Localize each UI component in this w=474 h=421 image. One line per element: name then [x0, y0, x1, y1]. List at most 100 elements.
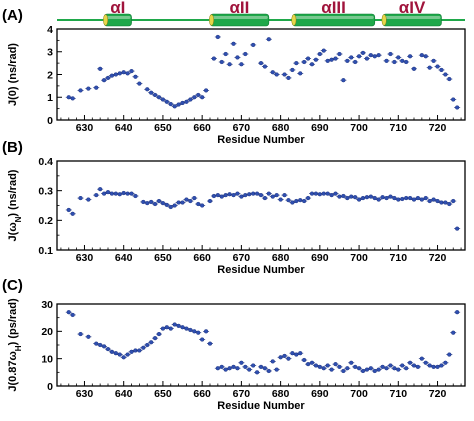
- data-marker: [341, 368, 346, 374]
- data-point: [159, 326, 166, 331]
- data-point: [289, 200, 296, 205]
- data-point: [207, 198, 213, 204]
- data-marker: [227, 366, 232, 371]
- data-point: [411, 66, 417, 71]
- data-point: [69, 312, 76, 318]
- data-marker: [360, 195, 366, 201]
- data-point: [265, 191, 272, 196]
- data-marker: [86, 334, 91, 339]
- data-point: [85, 86, 92, 91]
- data-marker: [266, 191, 271, 196]
- data-point: [183, 197, 190, 202]
- data-point: [93, 193, 100, 198]
- data-point: [367, 366, 374, 371]
- data-point: [171, 322, 178, 327]
- panel-b: (B) 630 640 650 660 670 680 690 700 710 720 0.1 0.2…: [2, 139, 466, 276]
- data-point: [422, 195, 429, 201]
- data-point: [344, 195, 351, 201]
- data-point: [101, 344, 108, 349]
- data-marker: [392, 366, 397, 371]
- data-marker: [239, 62, 244, 67]
- data-marker: [321, 48, 326, 53]
- data-marker: [400, 363, 405, 368]
- data-point: [238, 360, 245, 365]
- data-marker: [380, 195, 385, 200]
- data-marker: [384, 195, 389, 201]
- data-point: [171, 203, 178, 208]
- data-point: [348, 55, 355, 60]
- data-point: [285, 356, 292, 361]
- helix-label: αII: [229, 0, 249, 17]
- data-point: [356, 54, 363, 59]
- data-marker: [286, 198, 291, 203]
- data-marker: [78, 195, 83, 201]
- data-point: [203, 88, 210, 93]
- data-point: [214, 193, 221, 198]
- data-point: [191, 95, 198, 100]
- data-marker: [427, 363, 432, 368]
- data-marker: [372, 368, 377, 374]
- data-marker: [258, 193, 264, 198]
- x-tick-label: 630: [76, 252, 94, 264]
- data-point: [312, 363, 319, 368]
- data-point: [218, 194, 225, 199]
- data-point: [450, 330, 457, 335]
- data-marker: [156, 198, 162, 204]
- data-marker: [94, 193, 99, 198]
- panel-a: (A) 630 640 650 660 670 680 690 700 710 720 0 1 2 3 4 R…: [2, 7, 466, 146]
- data-point: [426, 65, 433, 70]
- data-point: [289, 351, 296, 356]
- data-marker: [254, 370, 260, 375]
- data-point: [218, 59, 225, 65]
- data-marker: [231, 193, 236, 198]
- data-point: [159, 201, 166, 206]
- data-marker: [439, 363, 444, 368]
- data-marker: [435, 364, 440, 369]
- data-marker: [443, 200, 448, 205]
- data-point: [391, 366, 398, 371]
- data-point: [163, 325, 170, 330]
- data-marker: [431, 197, 436, 202]
- data-marker: [70, 312, 75, 318]
- data-marker: [70, 211, 75, 216]
- y-axis-title: J(0) (ns/rad): [7, 43, 19, 106]
- data-marker: [392, 195, 397, 201]
- data-marker: [329, 367, 334, 372]
- data-point: [254, 191, 261, 196]
- data-point: [112, 72, 119, 77]
- helix-3: αIII: [291, 0, 376, 27]
- y-axis-title: J(ωN) (ns/rad): [7, 169, 23, 241]
- x-tick-label: 670: [233, 388, 251, 400]
- data-point: [128, 349, 135, 354]
- data-point: [450, 97, 457, 102]
- data-point: [97, 66, 104, 71]
- data-marker: [290, 200, 295, 205]
- data-marker: [251, 42, 256, 48]
- data-point: [442, 200, 449, 205]
- data-marker: [353, 364, 358, 369]
- data-marker: [207, 198, 213, 204]
- data-marker: [215, 366, 220, 371]
- data-point: [340, 193, 347, 199]
- data-point: [414, 364, 421, 369]
- data-point: [183, 99, 190, 104]
- data-point: [332, 56, 339, 61]
- data-point: [438, 67, 445, 73]
- data-marker: [239, 194, 244, 199]
- data-point: [407, 195, 414, 201]
- y-tick-label: 4: [47, 24, 53, 36]
- data-point: [309, 360, 315, 365]
- data-marker: [349, 194, 354, 199]
- data-marker: [396, 367, 401, 372]
- data-marker: [156, 95, 162, 100]
- data-marker: [86, 197, 91, 202]
- data-marker: [407, 195, 413, 201]
- data-marker: [168, 204, 173, 210]
- data-marker: [447, 201, 452, 207]
- data-point: [120, 355, 127, 360]
- panel-c: (C) 630 640 650 660 670 680 690 700 710 720 0 10 20 3…: [2, 277, 466, 412]
- data-point: [218, 364, 225, 369]
- data-marker: [105, 347, 111, 352]
- data-marker: [200, 337, 205, 342]
